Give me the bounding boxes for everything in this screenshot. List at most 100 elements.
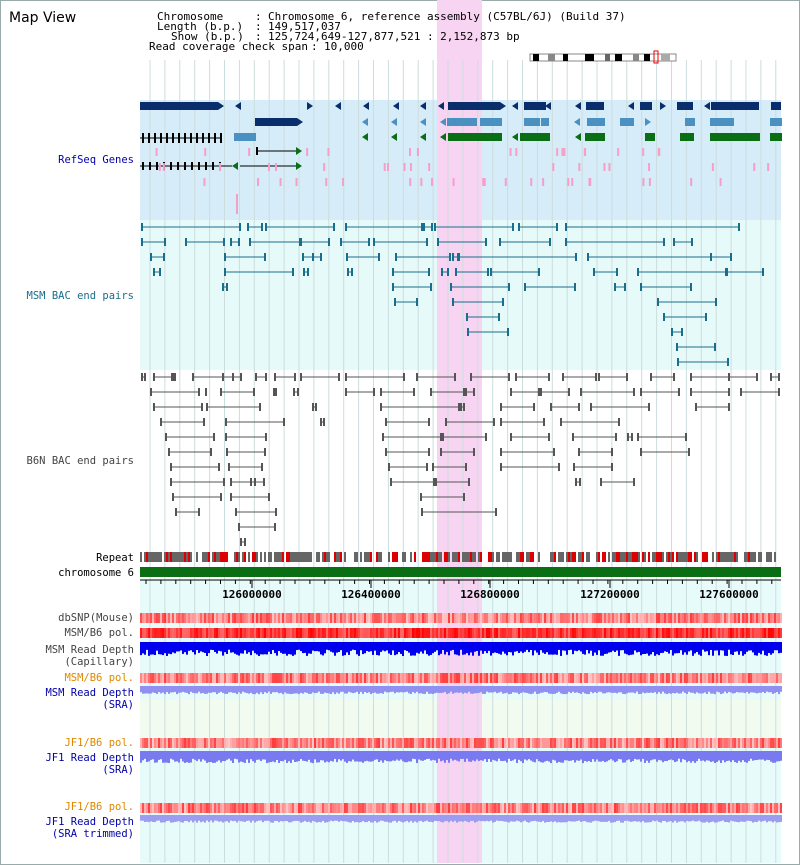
msm-b6-pol-heat-2 bbox=[234, 673, 236, 683]
jf1-b6-pol-heat-2 bbox=[560, 803, 562, 813]
dbsnp-heat bbox=[734, 613, 736, 623]
msm-b6-pol-heat bbox=[196, 628, 198, 638]
jf1-depth-trimmed-bar bbox=[566, 815, 568, 822]
jf1-depth-trimmed-bar bbox=[314, 815, 316, 822]
dbsnp-heat bbox=[338, 613, 340, 623]
jf1-depth-trimmed-bar bbox=[354, 815, 356, 823]
dbsnp-heat bbox=[452, 613, 454, 623]
msm-b6-pol-heat-2 bbox=[692, 673, 694, 683]
msm-b6-pol-heat-2 bbox=[156, 673, 158, 683]
jf1-depth-trimmed-bar bbox=[536, 815, 538, 822]
jf1-b6-pol-heat-2 bbox=[310, 803, 312, 813]
msm-depth-capillary-bar bbox=[432, 642, 434, 654]
msm-depth-sra-bar bbox=[436, 686, 438, 693]
msm-depth-capillary-bar bbox=[320, 642, 322, 655]
msm-depth-sra-bar bbox=[760, 686, 762, 693]
jf1-depth-sra-bar bbox=[778, 751, 780, 762]
msm-b6-pol-heat-2 bbox=[154, 673, 156, 683]
jf1-b6-pol-heat-2 bbox=[522, 803, 524, 813]
jf1-depth-trimmed-bar bbox=[252, 815, 254, 821]
repeat-mark bbox=[236, 552, 238, 562]
msm-b6-pol-heat-2 bbox=[328, 673, 330, 683]
dbsnp-heat bbox=[270, 613, 272, 623]
msm-depth-capillary-bar bbox=[632, 642, 634, 655]
dbsnp-heat bbox=[464, 613, 466, 623]
jf1-depth-sra-bar bbox=[380, 751, 382, 761]
msm-depth-sra-bar bbox=[706, 686, 708, 695]
msm-b6-pol-heat-2 bbox=[278, 673, 280, 683]
jf1-b6-pol-heat-2 bbox=[276, 803, 278, 813]
bac-end-marker bbox=[465, 388, 467, 396]
jf1-b6-pol-heat-2 bbox=[440, 803, 442, 813]
msm-depth-sra-bar bbox=[540, 686, 542, 693]
msm-depth-sra-bar bbox=[194, 686, 196, 694]
jf1-depth-trimmed-bar bbox=[520, 815, 522, 823]
refseq-minor-mark bbox=[657, 148, 660, 156]
jf1-b6-pol-heat-2 bbox=[638, 803, 640, 813]
jf1-b6-pol-heat bbox=[290, 738, 292, 748]
dbsnp-heat bbox=[770, 613, 772, 623]
msm-depth-sra-bar bbox=[168, 686, 170, 694]
jf1-depth-trimmed-bar bbox=[518, 815, 520, 822]
gene-block bbox=[685, 118, 695, 126]
jf1-depth-trimmed-bar bbox=[418, 815, 420, 822]
jf1-depth-trimmed-bar bbox=[736, 815, 738, 823]
jf1-b6-pol-heat bbox=[618, 738, 620, 748]
jf1-depth-sra-bar bbox=[350, 751, 352, 762]
jf1-b6-pol-heat-2 bbox=[496, 803, 498, 813]
dbsnp-heat bbox=[380, 613, 382, 623]
jf1-b6-pol-heat-2 bbox=[772, 803, 774, 813]
jf1-b6-pol-heat-2 bbox=[500, 803, 502, 813]
msm-depth-capillary-bar bbox=[604, 642, 606, 654]
msm-depth-sra-bar bbox=[204, 686, 206, 694]
jf1-b6-pol-heat-2 bbox=[468, 803, 470, 813]
jf1-depth-sra-bar bbox=[764, 751, 766, 761]
jf1-depth-trimmed-bar bbox=[346, 815, 348, 822]
jf1-b6-pol-heat-2 bbox=[652, 803, 654, 813]
msm-depth-capillary-bar bbox=[660, 642, 662, 653]
jf1-depth-trimmed-bar bbox=[254, 815, 256, 823]
jf1-b6-pol-heat-2 bbox=[722, 803, 724, 813]
gene-arrow-icon bbox=[335, 102, 341, 110]
jf1-b6-pol-heat bbox=[740, 738, 742, 748]
msm-depth-sra-bar bbox=[762, 686, 764, 693]
jf1-b6-pol-heat bbox=[488, 738, 490, 748]
jf1-b6-pol-heat-2 bbox=[288, 803, 290, 813]
msm-b6-pol-heat-2 bbox=[392, 673, 394, 683]
jf1-depth-trimmed-bar bbox=[480, 815, 482, 822]
msm-b6-pol-heat-2 bbox=[324, 673, 326, 683]
msm-depth-sra-bar bbox=[302, 686, 304, 694]
msm-b6-pol-heat-2 bbox=[688, 673, 690, 683]
jf1-b6-pol-heat-2 bbox=[634, 803, 636, 813]
msm-depth-capillary-bar bbox=[152, 642, 154, 655]
dbsnp-heat bbox=[258, 613, 260, 623]
msm-depth-capillary-bar bbox=[290, 642, 292, 655]
msm-depth-sra-bar bbox=[564, 686, 566, 695]
jf1-depth-sra-bar bbox=[766, 751, 768, 760]
msm-b6-pol-heat bbox=[464, 628, 466, 638]
bac-end-marker bbox=[323, 418, 325, 426]
msm-depth-capillary-bar bbox=[360, 642, 362, 651]
jf1-depth-trimmed-bar bbox=[388, 815, 390, 823]
msm-b6-pol-heat bbox=[552, 628, 554, 638]
track-label-msm-bac[interactable]: MSM BAC end pairs bbox=[26, 290, 134, 302]
jf1-depth-trimmed-bar bbox=[256, 815, 258, 822]
msm-b6-pol-heat bbox=[412, 628, 414, 638]
jf1-depth-trimmed-bar bbox=[706, 815, 708, 822]
track-label-b6n-bac[interactable]: B6N BAC end pairs bbox=[26, 455, 134, 467]
msm-b6-pol-heat-2 bbox=[158, 673, 160, 683]
track-label-refseq[interactable]: RefSeq Genes bbox=[58, 154, 134, 166]
refseq-minor-mark bbox=[403, 163, 406, 171]
repeat-mark bbox=[572, 552, 574, 562]
msm-depth-capillary-bar bbox=[530, 642, 532, 650]
jf1-b6-pol-heat bbox=[744, 738, 746, 748]
msm-depth-capillary-bar bbox=[484, 642, 486, 652]
bac-end-marker bbox=[574, 283, 576, 291]
dbsnp-heat bbox=[672, 613, 674, 623]
jf1-depth-sra-bar bbox=[324, 751, 326, 763]
gene-block bbox=[587, 118, 605, 126]
msm-depth-sra-bar bbox=[570, 686, 572, 694]
jf1-depth-sra-bar bbox=[614, 751, 616, 763]
jf1-b6-pol-heat bbox=[780, 738, 782, 748]
